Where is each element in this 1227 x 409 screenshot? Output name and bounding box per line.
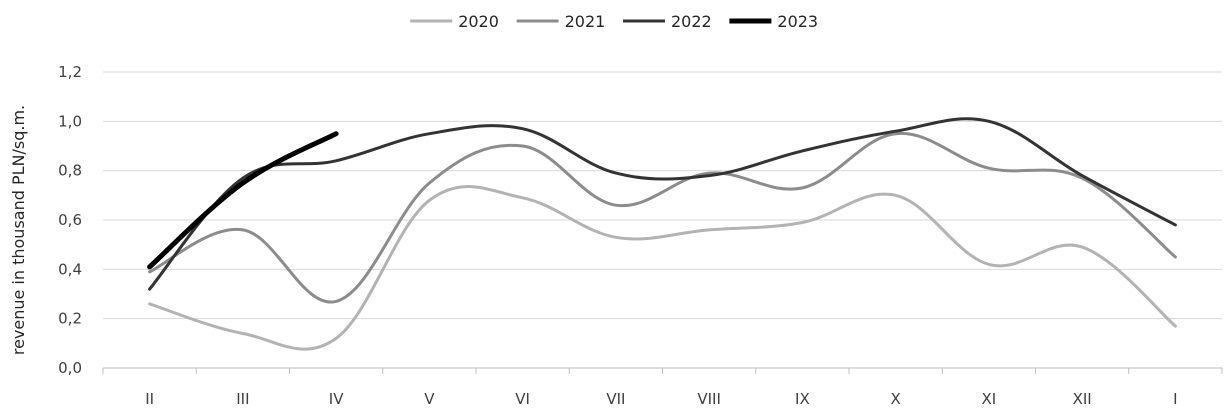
y-tick-label: 0,8: [58, 162, 82, 180]
gridlines: [103, 71, 1222, 320]
x-tick-label: VIII: [697, 390, 721, 408]
x-tick-label: X: [890, 390, 900, 408]
legend-label-2020: 2020: [458, 12, 499, 31]
x-tick-label: III: [236, 390, 249, 408]
series-line-2020: [148, 185, 1177, 351]
series-line-2022: [148, 117, 1177, 291]
x-tick-label: XI: [982, 390, 997, 408]
x-axis: II III IV V VI VII VIII IX X XI XII I: [102, 367, 1223, 408]
y-tick-label: 0,0: [58, 359, 82, 377]
x-tick-label: VI: [515, 390, 530, 408]
y-axis-title: revenue in thousand PLN/sq.m.: [9, 105, 28, 355]
x-tick-label: I: [1173, 390, 1177, 408]
y-axis-ticks: 0,0 0,2 0,4 0,6 0,8 1,0 1,2: [58, 63, 82, 377]
y-tick-label: 1,2: [58, 63, 82, 81]
x-tick-label: V: [424, 390, 435, 408]
x-tick-label: XII: [1073, 390, 1092, 408]
x-tick-label: VII: [606, 390, 625, 408]
legend-label-2023: 2023: [777, 12, 818, 31]
y-tick-label: 0,4: [58, 260, 82, 278]
x-tick-label: II: [145, 390, 154, 408]
y-tick-label: 0,2: [58, 310, 82, 328]
series-lines: [147, 117, 1177, 351]
y-tick-label: 1,0: [58, 112, 82, 130]
x-tick-label: IV: [329, 390, 344, 408]
legend: 2020 2021 2022 2023: [410, 12, 818, 31]
y-tick-label: 0,6: [58, 211, 82, 229]
series-line-2021: [148, 132, 1177, 304]
series-line-2023: [147, 131, 339, 270]
x-tick-label: IX: [795, 390, 810, 408]
legend-label-2021: 2021: [565, 12, 606, 31]
legend-label-2022: 2022: [671, 12, 712, 31]
